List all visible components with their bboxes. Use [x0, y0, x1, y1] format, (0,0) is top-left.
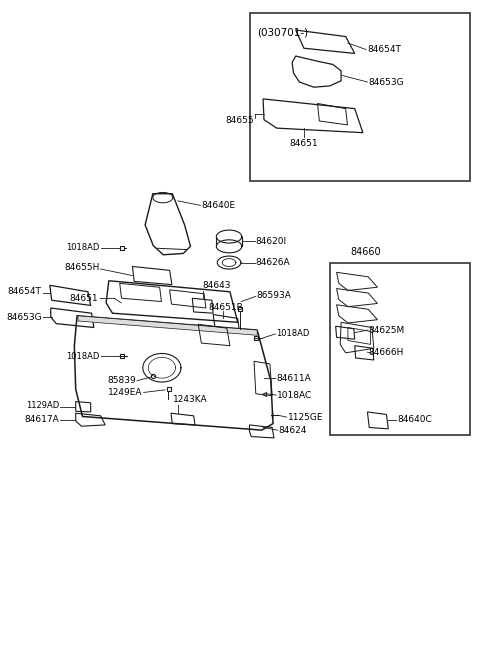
- Text: 84640E: 84640E: [202, 201, 236, 210]
- Text: 85839: 85839: [108, 376, 136, 385]
- Text: 1243KA: 1243KA: [173, 395, 208, 404]
- Text: 84617A: 84617A: [24, 415, 59, 424]
- Text: 84643: 84643: [203, 281, 231, 290]
- Text: 1249EA: 1249EA: [108, 388, 143, 397]
- Text: 1018AD: 1018AD: [66, 352, 100, 360]
- Text: 84655H: 84655H: [64, 263, 100, 272]
- Text: 84651: 84651: [289, 139, 318, 148]
- Text: (030701-): (030701-): [257, 28, 308, 37]
- Text: 84653G: 84653G: [6, 312, 42, 322]
- Text: 84653G: 84653G: [368, 77, 404, 86]
- Text: 84651: 84651: [70, 294, 98, 303]
- Text: 84660: 84660: [350, 248, 381, 257]
- Text: 1018AD: 1018AD: [66, 243, 100, 252]
- Text: 1018AD: 1018AD: [276, 329, 310, 339]
- Text: 84626A: 84626A: [256, 258, 290, 267]
- Text: 84640C: 84640C: [397, 415, 432, 424]
- Text: 84666H: 84666H: [368, 348, 404, 357]
- Text: 1125GE: 1125GE: [288, 413, 323, 422]
- Text: 86593A: 86593A: [257, 291, 291, 299]
- Text: 84625M: 84625M: [368, 326, 405, 335]
- Polygon shape: [78, 316, 257, 335]
- Text: 1129AD: 1129AD: [25, 401, 59, 410]
- Text: 84655: 84655: [226, 117, 254, 126]
- Text: 84611A: 84611A: [276, 373, 311, 383]
- Text: 1018AC: 1018AC: [276, 390, 312, 400]
- Text: 84654T: 84654T: [367, 45, 401, 54]
- Text: 84654T: 84654T: [8, 287, 42, 295]
- Text: 84651B: 84651B: [209, 303, 243, 312]
- Text: 84624: 84624: [278, 426, 307, 435]
- Text: 84620I: 84620I: [256, 236, 287, 246]
